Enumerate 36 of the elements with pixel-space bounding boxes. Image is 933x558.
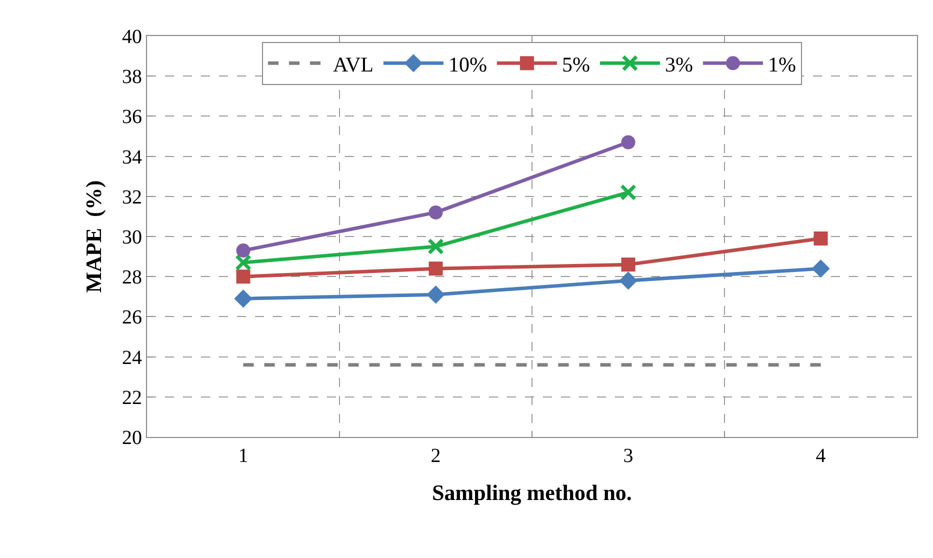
y-tick-label: 36 <box>122 106 142 128</box>
y-tick-label: 30 <box>122 226 142 248</box>
y-axis-title: MAPE (%) <box>80 180 106 293</box>
x-axis-title: Sampling method no. <box>432 480 632 505</box>
y-tick-label: 24 <box>122 346 142 369</box>
x-tick-label: 1 <box>238 445 248 467</box>
point <box>621 135 636 150</box>
y-tick-label: 22 <box>122 386 142 409</box>
point <box>428 262 443 276</box>
point <box>812 259 830 278</box>
point <box>620 184 636 201</box>
point <box>234 290 252 308</box>
point <box>428 205 443 220</box>
point <box>235 254 252 271</box>
y-tick-label: 26 <box>122 306 142 329</box>
y-tick-label: 34 <box>122 146 142 168</box>
x-tick-label: 4 <box>816 445 826 467</box>
point <box>426 286 445 304</box>
legend-label: 3% <box>664 52 693 76</box>
y-tick-label: 38 <box>122 66 142 88</box>
legend-label: 10% <box>448 52 487 76</box>
x-tick-label: 3 <box>623 445 634 467</box>
y-tick-label: 28 <box>122 266 142 289</box>
x-tick-label: 2 <box>430 445 441 467</box>
point <box>619 272 638 290</box>
point <box>814 232 828 246</box>
point <box>621 258 636 272</box>
point <box>428 238 444 255</box>
y-tick-label: 32 <box>122 186 142 208</box>
legend-label: AVL <box>333 52 374 76</box>
point <box>236 244 250 258</box>
legend-label: 5% <box>562 52 590 76</box>
legend-label: 1% <box>768 52 796 76</box>
y-tick-label: 20 <box>122 427 142 449</box>
point <box>236 270 250 284</box>
y-tick-label: 40 <box>122 26 142 48</box>
